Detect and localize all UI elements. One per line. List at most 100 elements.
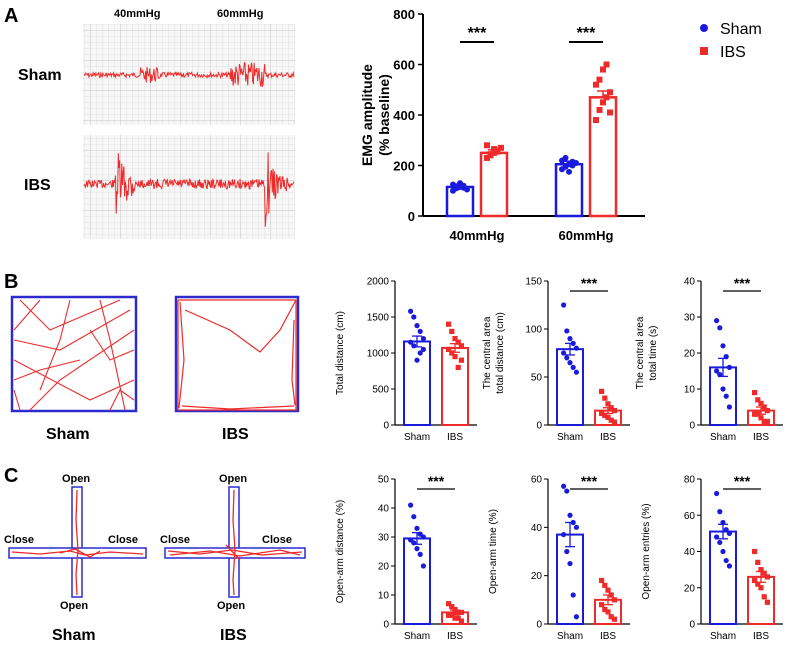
point-sham [717,372,723,378]
point-ibs [761,418,767,424]
emg-y-tick-label: 800 [393,7,415,22]
x-tick-label: Sham [557,432,583,443]
bar-sham [556,533,584,625]
point-sham [570,519,576,526]
emg-y-axis-label: EMG amplitude(% baseline) [359,64,392,166]
y-tick-label: 0 [383,421,389,432]
point-sham [717,509,723,515]
point-ibs [611,597,617,603]
point-sham [411,343,417,349]
bar-sham [403,537,431,626]
open-field-label-sham: Sham [46,426,90,443]
emg-point-ibs [487,151,494,158]
point-sham [726,404,733,410]
legend-label-ibs: IBS [720,44,746,61]
emg-x-tick-label: 60mmHg [559,228,614,243]
y-tick-label: 50 [531,373,543,384]
point-sham [717,539,723,546]
emg-y-tick-label: 0 [408,209,415,224]
maze-close-right-ibs: Close [262,534,292,546]
point-ibs [602,606,608,613]
point-ibs [764,408,770,414]
point-sham [414,323,420,329]
point-sham [411,514,417,520]
y-tick-label: 150 [525,277,542,288]
point-sham [564,355,570,361]
emg-point-ibs [603,61,610,68]
y-tick-label: 0 [689,620,695,631]
emg-point-sham [562,154,569,161]
point-ibs [455,339,461,345]
point-sham [417,350,423,356]
open-field-box-ibs [174,295,300,413]
point-sham [567,560,573,567]
y-axis-label-line: Open-arm time (%) [488,509,499,594]
point-ibs [599,602,605,608]
point-ibs [455,364,461,370]
significance-stars: *** [734,275,751,291]
open-field-track-ibs [177,299,297,411]
y-tick-label: 60 [531,475,543,486]
y-axis-label: Open-arm time (%) [488,509,499,594]
point-ibs [602,582,608,588]
x-tick-label: IBS [447,631,463,642]
emg-point-ibs [498,144,504,151]
y-tick-label: 10 [684,385,696,396]
point-sham [723,354,729,360]
y-axis-label: Open-arm distance (%) [335,500,346,603]
y-tick-label: 30 [684,313,696,324]
point-ibs [611,408,617,414]
emg-point-ibs [484,142,490,149]
emg-bar-ibs [479,151,509,218]
point-sham [408,308,414,314]
point-ibs [755,581,761,587]
point-ibs [605,587,611,593]
point-ibs [446,346,452,352]
point-ibs [764,418,770,424]
legend-marker-sham [700,24,708,32]
point-sham [420,336,426,342]
point-sham [720,386,726,392]
point-ibs [446,612,452,618]
point-ibs [602,412,608,418]
emg-trace-ibs [83,152,295,227]
emg-row-label-ibs: IBS [24,177,51,194]
x-tick-label: Sham [557,631,583,642]
y-axis-label: Total distance (cm) [335,311,346,395]
emg-bar-chart: 0 200 400 600 800 EMG amplitude(% baseline) 40… [359,7,762,243]
significance-stars: *** [734,473,751,489]
point-ibs [458,609,464,615]
y-axis-label-line: Total distance (cm) [335,311,346,395]
maze-track-sham [11,489,144,596]
point-ibs [761,404,767,410]
emg-point-ibs [491,149,497,156]
emg-significance-stars: *** [468,25,487,42]
chart-open-arm-distance: 0 10 20 30 40 50 Open-arm distance (%) Sham IBS *… [335,473,477,642]
y-axis-label-line: total time (s) [648,325,659,380]
bar-ibs [441,346,469,426]
emg-y-tick-label: 400 [393,108,415,123]
maze-close-left-sham: Close [4,534,34,546]
point-sham [420,346,426,352]
point-sham [714,490,720,497]
point-sham [567,512,573,518]
y-axis-label-line: Open-arm distance (%) [335,500,346,603]
panel-label-a: A [4,5,18,27]
point-ibs [608,405,614,411]
chart-open-arm-time: 0 20 40 60 Open-arm time (%) Sham IBS *** [488,473,630,642]
point-sham [420,534,426,540]
point-ibs [758,585,764,591]
point-sham [570,340,576,346]
point-sham [573,345,580,351]
point-ibs [608,417,614,423]
point-ibs [455,609,461,615]
point-sham [414,525,420,531]
x-tick-label: IBS [447,432,463,443]
pressure-label-60: 60mmHg [217,8,263,20]
emg-point-ibs [593,117,599,124]
emg-point-ibs [603,94,610,101]
point-ibs [761,570,767,576]
point-sham [570,592,576,598]
point-ibs [452,336,458,342]
